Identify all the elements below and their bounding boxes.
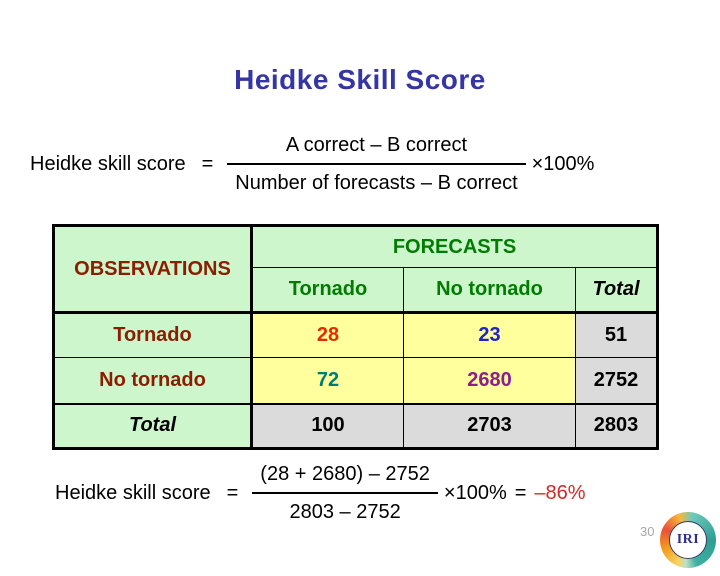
- col-header-total: Total: [575, 267, 658, 314]
- iri-logo-text: IRI: [676, 532, 700, 547]
- formula-lhs: Heidke skill score: [30, 152, 186, 175]
- formula-result: –86%: [534, 481, 586, 504]
- formula-fraction: (28 + 2680) – 2752 2803 – 2752: [252, 460, 438, 526]
- cell-false-alarms: 72: [251, 357, 404, 404]
- formula-fraction: A correct – B correct Number of forecast…: [227, 131, 526, 197]
- fraction-numerator: A correct – B correct: [227, 131, 526, 165]
- cell-col-total: 2703: [403, 402, 576, 449]
- cell-row-total: 2752: [575, 357, 658, 404]
- formula-multiplier: ×100%: [443, 481, 507, 504]
- table-row: Tornado 28 23 51: [53, 312, 658, 358]
- slide-title: Heidke Skill Score: [234, 64, 486, 95]
- equals-sign: =: [514, 481, 527, 504]
- table-row: No tornado 72 2680 2752: [53, 357, 658, 404]
- equals-sign: =: [201, 152, 214, 175]
- heidke-formula-definition: Heidke skill score = A correct – B corre…: [30, 131, 594, 197]
- cell-correct-negatives: 2680: [403, 357, 576, 404]
- table-row-totals: Total 100 2703 2803: [53, 402, 658, 449]
- cell-grand-total: 2803: [575, 402, 658, 449]
- table-row-forecasts-header: OBSERVATIONS FORECASTS: [53, 225, 658, 314]
- cell-col-total: 100: [251, 402, 404, 449]
- equals-sign: =: [226, 481, 239, 504]
- col-header-tornado: Tornado: [251, 267, 404, 314]
- iri-logo: IRI: [660, 512, 716, 568]
- fraction-denominator: 2803 – 2752: [289, 501, 401, 523]
- fraction-numerator: (28 + 2680) – 2752: [252, 460, 438, 494]
- col-header-no-tornado: No tornado: [403, 267, 576, 314]
- forecasts-header: FORECASTS: [251, 225, 658, 268]
- table-row-column-headers: Tornado No tornado Total: [54, 267, 658, 314]
- page-number: 30: [640, 524, 655, 539]
- fraction-denominator: Number of forecasts – B correct: [235, 172, 518, 194]
- contingency-table: OBSERVATIONS FORECASTS Tornado No tornad…: [52, 224, 659, 450]
- cell-hits: 28: [251, 312, 404, 358]
- row-label-tornado: Tornado: [53, 312, 253, 358]
- row-label-no-tornado: No tornado: [53, 357, 253, 404]
- heidke-formula-calculation: Heidke skill score = (28 + 2680) – 2752 …: [55, 460, 586, 526]
- cell-misses: 23: [403, 312, 576, 358]
- cell-row-total: 51: [575, 312, 658, 358]
- formula-lhs: Heidke skill score: [55, 481, 211, 504]
- iri-logo-inner-circle: IRI: [669, 521, 707, 559]
- formula-multiplier: ×100%: [531, 152, 595, 175]
- row-label-total: Total: [53, 402, 253, 449]
- observations-header: OBSERVATIONS: [53, 225, 253, 314]
